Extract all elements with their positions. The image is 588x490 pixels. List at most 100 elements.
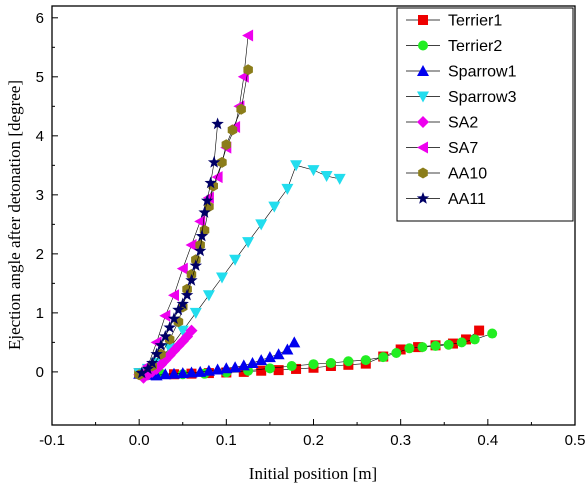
data-point-aa11 [185, 273, 198, 286]
legend-label: SA2 [448, 115, 478, 132]
data-point-sparrow1 [237, 359, 250, 371]
data-point-aa11 [150, 347, 163, 360]
data-point-terrier2 [308, 359, 319, 370]
data-point-aa11 [194, 244, 207, 257]
data-point-sparrow1 [211, 363, 224, 375]
data-point-terrier2 [391, 348, 402, 359]
data-point-terrier1 [395, 344, 406, 355]
data-point-aa11 [195, 229, 209, 242]
data-point-aa11 [189, 259, 202, 271]
y-tick-label: 2 [36, 246, 44, 263]
data-point-aa11 [201, 194, 214, 206]
data-point-aa11 [159, 330, 172, 342]
data-point-sa7 [185, 239, 197, 251]
legend-label: AA11 [448, 191, 486, 208]
data-point-aa11 [154, 338, 168, 351]
data-point-sparrow3 [268, 201, 281, 213]
data-point-aa11 [141, 362, 155, 375]
data-point-sparrow1 [288, 336, 301, 348]
legend-marker-terrier1 [418, 15, 428, 25]
data-point-sa7 [168, 289, 179, 302]
data-point-sparrow1 [263, 351, 276, 363]
data-point-sa7 [242, 29, 254, 42]
data-point-terrier2 [404, 343, 415, 354]
x-tick-label: -0.1 [39, 432, 65, 449]
data-point-sparrow3 [333, 173, 346, 185]
data-point-sa7 [211, 171, 223, 184]
data-point-sparrow3 [320, 171, 333, 182]
data-point-terrier2 [264, 363, 275, 374]
legend-item-aa11: AA11 [406, 191, 486, 208]
legend-label: Sparrow1 [448, 64, 517, 81]
data-point-aa11 [135, 366, 148, 379]
x-tick-label: 0.5 [565, 432, 586, 449]
data-point-terrier2 [430, 340, 441, 351]
data-point-terrier1 [291, 363, 302, 374]
data-point-terrier2 [286, 360, 297, 371]
data-point-sa7 [159, 309, 171, 322]
y-tick-label: 6 [36, 10, 44, 27]
data-point-terrier1 [474, 325, 485, 336]
data-point-aa11 [207, 155, 221, 168]
series-line-sa7 [138, 35, 249, 376]
data-point-sa2 [185, 324, 198, 337]
data-point-sparrow3 [242, 237, 255, 249]
legend-marker-sa2 [417, 116, 429, 128]
x-tick-label: 0.0 [129, 432, 150, 449]
data-point-sparrow3 [255, 219, 268, 231]
y-tick-label: 3 [36, 187, 44, 204]
legend: Terrier1 Terrier2 Sparrow1 Sparrow3 SA2 SA7 AA… [396, 7, 574, 222]
legend-marker-aa11 [416, 192, 430, 204]
data-point-sparrow1 [246, 357, 259, 368]
x-tick-label: 0.4 [477, 432, 498, 449]
series-sparrow3 [133, 160, 346, 380]
legend-item-terrier1: Terrier1 [406, 13, 502, 30]
data-point-terrier2 [417, 342, 428, 353]
x-axis-title: Initial position [m] [249, 464, 377, 483]
legend-marker-sparrow1 [417, 65, 429, 76]
data-point-sparrow3 [202, 290, 215, 302]
x-tick-label: 0.2 [303, 432, 324, 449]
data-point-aa11 [167, 312, 181, 324]
x-tick-label: 0.3 [390, 432, 411, 449]
data-point-aa11 [198, 206, 211, 218]
data-point-aa10 [227, 124, 238, 136]
legend-marker-sparrow3 [417, 91, 429, 103]
y-tick-label: 5 [36, 69, 44, 86]
data-point-sparrow1 [168, 367, 180, 379]
data-point-sparrow1 [229, 361, 242, 373]
data-point-sparrow1 [272, 348, 285, 360]
y-tick-label: 1 [36, 305, 44, 322]
data-point-aa11 [211, 117, 224, 130]
data-point-sparrow1 [202, 364, 215, 376]
data-point-aa10 [221, 139, 232, 151]
legend-marker-terrier2 [418, 40, 428, 51]
series-line-aa11 [141, 123, 218, 374]
data-point-aa11 [176, 297, 189, 310]
legend-item-sa7: SA7 [406, 140, 478, 157]
data-point-terrier1 [461, 334, 472, 345]
legend-label: Sparrow3 [448, 89, 517, 106]
data-point-terrier1 [273, 365, 284, 376]
data-point-sparrow1 [281, 343, 294, 355]
data-point-sparrow1 [220, 362, 233, 374]
data-point-terrier2 [343, 356, 354, 367]
data-point-sparrow3 [290, 160, 303, 172]
data-point-sparrow3 [176, 325, 189, 337]
data-point-sparrow3 [307, 165, 320, 177]
data-point-terrier1 [256, 365, 267, 376]
data-point-sparrow3 [281, 183, 294, 195]
data-point-sparrow1 [194, 365, 207, 377]
legend-item-sparrow1: Sparrow1 [406, 64, 517, 81]
data-point-terrier2 [378, 352, 389, 363]
data-point-terrier2 [456, 337, 467, 348]
data-point-sa7 [176, 262, 188, 275]
series-aa11 [135, 117, 224, 379]
data-point-aa10 [217, 156, 227, 168]
data-point-sa7 [194, 215, 206, 228]
legend-marker-aa10 [418, 167, 428, 179]
legend-label: Terrier2 [448, 38, 502, 55]
y-tick-label: 4 [36, 128, 44, 145]
legend-item-terrier2: Terrier2 [406, 38, 502, 55]
